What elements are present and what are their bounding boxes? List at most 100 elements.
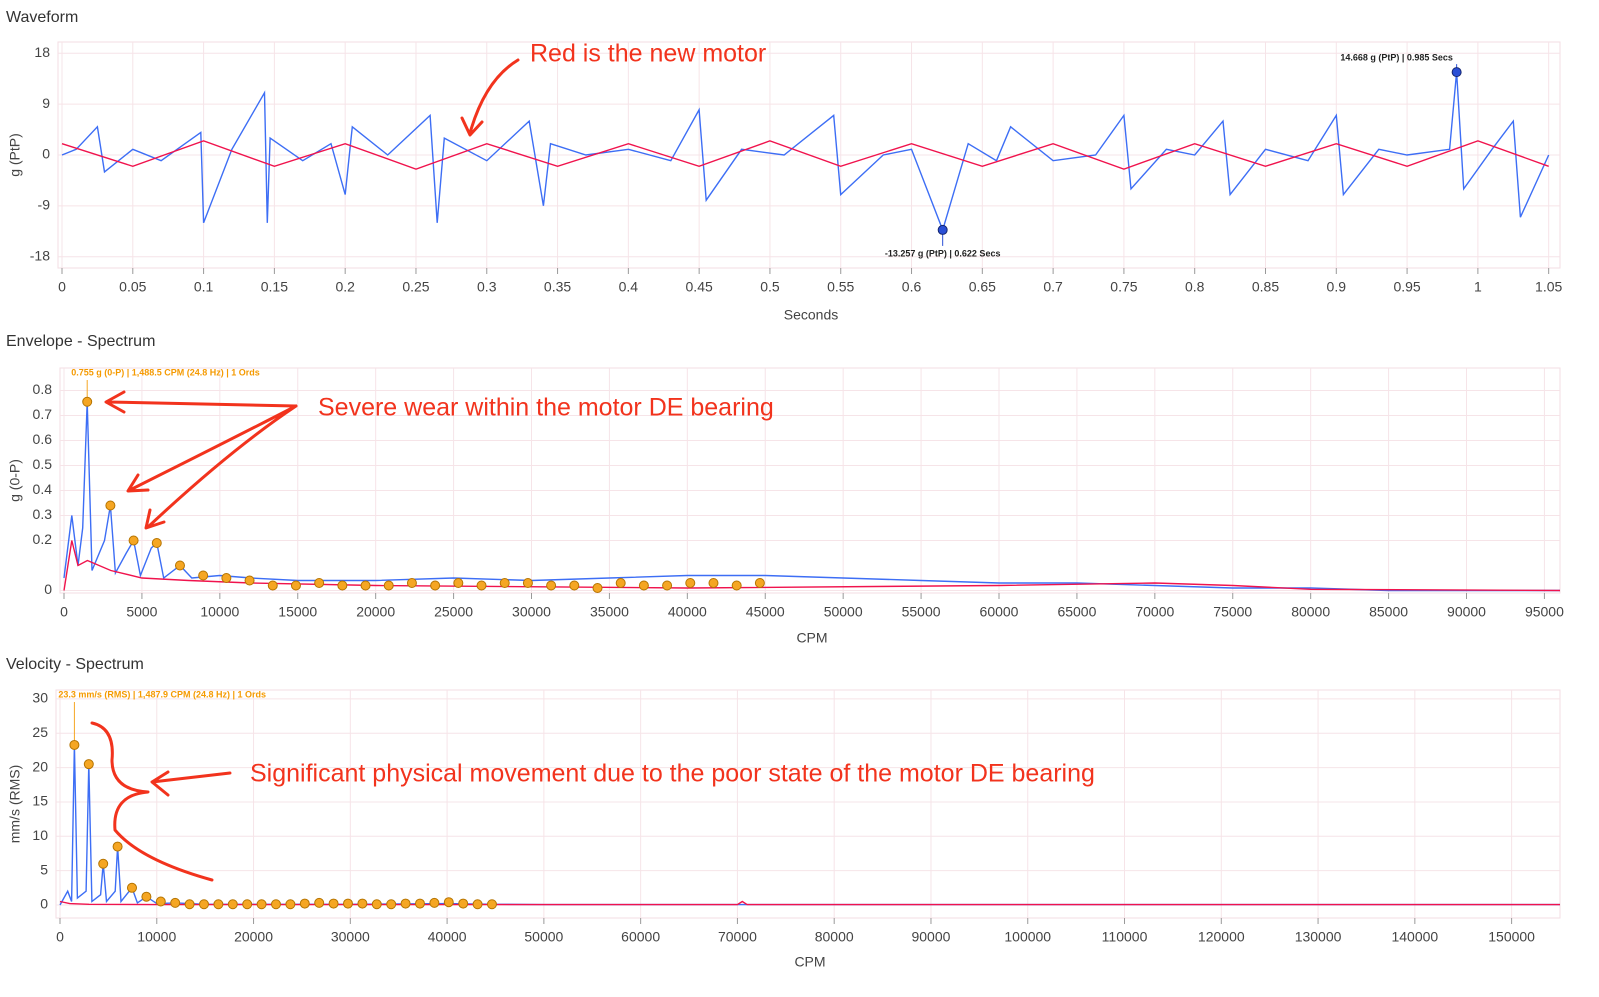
y-tick-label: 0: [44, 581, 52, 597]
x-tick-label: 0.85: [1252, 279, 1279, 295]
x-tick-label: 45000: [746, 604, 785, 620]
peak-marker: [406, 578, 417, 588]
x-tick-label: 90000: [1447, 604, 1486, 620]
peak-marker: [476, 580, 487, 591]
peak-marker: [486, 899, 497, 910]
x-tick-label: 0.15: [261, 279, 288, 295]
peak-marker: [357, 898, 368, 909]
x-tick-label: 95000: [1525, 604, 1564, 620]
x-tick-label: 0: [58, 279, 66, 295]
peak-marker: [267, 580, 278, 591]
peak-marker: [430, 580, 441, 591]
x-tick-label: 0: [56, 929, 64, 945]
peak-marker: [128, 535, 139, 546]
x-tick-label: 60000: [980, 604, 1019, 620]
chart-title: Velocity - Spectrum: [6, 656, 144, 673]
peak-marker: [221, 573, 232, 583]
peak-marker: [314, 578, 325, 588]
peak-marker: [615, 578, 626, 588]
x-tick-label: 110000: [1102, 929, 1148, 945]
y-tick-label: 25: [32, 724, 48, 740]
x-tick-label: 0.6: [902, 279, 922, 295]
x-tick-label: 35000: [590, 604, 629, 620]
x-tick-label: 0.9: [1327, 279, 1347, 295]
peak-marker: [754, 578, 765, 588]
x-tick-label: 130000: [1295, 929, 1342, 945]
peak-label: 0.755 g (0-P) | 1,488.5 CPM (24.8 Hz) | …: [71, 367, 260, 377]
x-tick-label: 15000: [278, 604, 317, 620]
peak-marker: [184, 899, 195, 910]
peak-marker: [400, 898, 411, 909]
chart-title: Envelope - Spectrum: [6, 333, 155, 350]
series-line: [63, 401, 1560, 592]
y-tick-label: 0: [42, 146, 50, 162]
x-tick-label: 25000: [434, 604, 473, 620]
x-tick-label: 80000: [815, 929, 854, 945]
series-line: [61, 72, 1550, 233]
x-tick-label: 0.35: [544, 279, 571, 295]
y-tick-label: 0: [40, 896, 48, 912]
peak-marker: [256, 899, 267, 910]
x-tick-label: 20000: [356, 604, 395, 620]
peak-marker: [198, 899, 209, 910]
x-tick-label: 50000: [824, 604, 863, 620]
peak-marker: [386, 899, 397, 910]
x-axis-label: CPM: [796, 630, 827, 646]
series-line: [63, 540, 1561, 592]
annotation: Red is the new motor: [530, 40, 766, 68]
series-line: [61, 140, 1549, 170]
chart-panel: Waveform Seconds g (PtP) 0 0.05 0.1 0.15 0.2 0.2…: [6, 9, 1563, 322]
x-tick-label: 40000: [668, 604, 707, 620]
y-tick-label: 10: [32, 827, 48, 843]
peak-marker: [242, 899, 253, 910]
y-tick-label: -18: [30, 247, 50, 263]
x-tick-label: 140000: [1391, 929, 1438, 945]
peak-marker: [227, 899, 238, 910]
peak-marker: [314, 897, 325, 908]
x-tick-label: 0.45: [686, 279, 713, 295]
y-axis-label: g (PtP): [7, 133, 23, 177]
peak-marker: [371, 899, 382, 910]
peak-marker: [569, 580, 580, 591]
peak-marker: [499, 578, 510, 588]
y-axis-label: mm/s (RMS): [7, 765, 23, 844]
y-tick-label: -9: [38, 197, 51, 213]
x-tick-label: 0.25: [402, 279, 429, 295]
peak-marker: [155, 896, 166, 907]
peak-marker: [285, 899, 296, 910]
x-tick-label: 0.95: [1393, 279, 1420, 295]
peak-marker: [328, 898, 339, 909]
chart-panel: Envelope - Spectrum CPM g (0-P) 0 5000 10000 1…: [6, 333, 1564, 645]
peak-marker: [453, 578, 464, 588]
series-line: [59, 900, 1560, 906]
y-tick-label: 0.6: [33, 431, 53, 447]
x-tick-label: 50000: [524, 929, 563, 945]
x-tick-label: 0.7: [1043, 279, 1063, 295]
x-tick-label: 0.75: [1110, 279, 1137, 295]
x-tick-label: 1: [1474, 279, 1482, 295]
x-tick-label: 0.5: [760, 279, 780, 295]
peak-marker: [83, 759, 94, 770]
peak-marker: [105, 500, 116, 511]
plot-area: [59, 367, 1561, 594]
x-tick-label: 85000: [1369, 604, 1408, 620]
x-tick-label: 0.55: [827, 279, 854, 295]
peak-marker: [458, 898, 469, 909]
annotation: Significant physical movement due to the…: [250, 760, 1095, 788]
peak-marker: [592, 583, 603, 593]
peak-marker: [546, 580, 557, 591]
peak-marker: [731, 580, 742, 591]
x-tick-label: 60000: [621, 929, 660, 945]
y-tick-label: 0.5: [33, 456, 53, 472]
y-tick-label: 18: [34, 44, 50, 60]
y-tick-label: 20: [32, 758, 48, 774]
x-tick-label: 100000: [1004, 929, 1051, 945]
peak-marker: [708, 578, 719, 588]
annotation: Severe wear within the motor DE bearing: [318, 394, 774, 422]
annotation-arrow: [460, 58, 520, 137]
y-tick-label: 0.7: [33, 406, 53, 422]
y-tick-label: 9: [42, 95, 50, 111]
peak-marker: [198, 570, 209, 581]
x-tick-label: 0.4: [619, 279, 639, 295]
x-tick-label: 20000: [234, 929, 273, 945]
